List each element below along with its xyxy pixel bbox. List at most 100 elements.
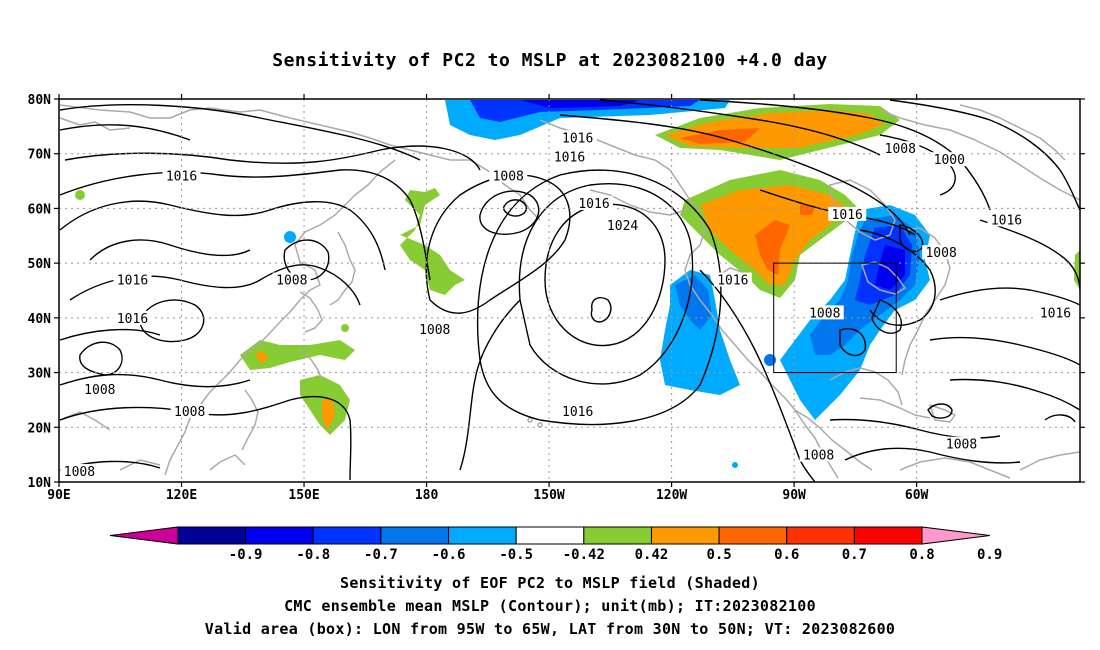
colorbar-swatch: [853, 526, 923, 545]
longitude-label: 90W: [782, 488, 806, 503]
colorbar-label: -0.9: [229, 547, 263, 563]
latitude-label: 80N: [28, 93, 52, 108]
contour-label-bg: [489, 168, 528, 183]
contour-label: 1008: [809, 306, 840, 321]
colorbar-swatch: [448, 526, 517, 545]
contour-label-bg: [80, 381, 119, 396]
contour-label: 1008: [803, 449, 834, 464]
map-title: Sensitivity of PC2 to MSLP at 2023082100…: [272, 50, 828, 71]
contour-label-bg: [558, 130, 597, 145]
contour-label-bg: [881, 141, 920, 156]
latitude-label: 10N: [28, 476, 52, 491]
contour-label: 1016: [117, 274, 148, 289]
valid-area-box: [773, 262, 897, 374]
colorbar-label: 0.6: [774, 547, 799, 563]
colorbar-swatch: [515, 526, 585, 545]
contour-label: 1008: [64, 465, 95, 480]
contour-label: 1016: [717, 274, 748, 289]
longitude-label: 150W: [533, 488, 564, 503]
longitude-label: 120W: [656, 488, 687, 503]
contour-label-bg: [113, 272, 152, 287]
contour-label: 1000: [934, 153, 965, 168]
contour-label-bg: [828, 206, 867, 221]
contour-label: 1016: [562, 131, 593, 146]
contour-label: 1016: [991, 213, 1022, 228]
colorbar-high-triangle: [921, 526, 991, 545]
mslp-contours: [59, 99, 1080, 482]
colorbar-swatch: [177, 526, 247, 545]
contour-label-bg: [575, 195, 614, 210]
contour-label: 1016: [554, 150, 585, 165]
contour-label: 1008: [276, 274, 307, 289]
caption-contour: CMC ensemble mean MSLP (Contour); unit(m…: [284, 597, 816, 615]
colorbar-swatch: [650, 526, 720, 545]
contour-label: 1008: [493, 170, 524, 185]
latitude-label: 30N: [28, 367, 52, 382]
contour-label-bg: [272, 272, 311, 287]
contour-label: 1008: [174, 405, 205, 420]
latitude-label: 60N: [28, 202, 52, 217]
shade-negative-arctic-core: [470, 100, 700, 122]
shaded-regions: [75, 100, 1080, 468]
contour-label: 1016: [832, 208, 863, 223]
colorbar-swatch: [380, 526, 450, 545]
contour-label: 1016: [117, 312, 148, 327]
longitude-label: 180: [415, 488, 439, 503]
colorbar-low-triangle: [109, 526, 179, 545]
contour-label-bg: [603, 217, 642, 232]
contour-label-bg: [1036, 305, 1075, 320]
colorbar-swatch: [786, 526, 855, 545]
contour-label: 1008: [885, 142, 916, 157]
contour-label-bg: [922, 245, 961, 260]
caption-valid-area: Valid area (box): LON from 95W to 65W, L…: [204, 620, 896, 638]
colorbar-label: 0.7: [842, 547, 867, 563]
contour-label: 1024: [607, 219, 638, 234]
contour-label: 1016: [578, 197, 609, 212]
colorbar-label: -0.6: [432, 547, 466, 563]
contour-label-bg: [930, 152, 969, 167]
latitude-label: 20N: [28, 421, 52, 436]
caption-shaded: Sensitivity of EOF PC2 to MSLP field (Sh…: [340, 574, 760, 592]
contour-label-bg: [987, 212, 1026, 227]
colorbar-label: -0.5: [499, 547, 533, 563]
latitude-label: 40N: [28, 312, 52, 327]
colorbar-label: 0.8: [909, 547, 934, 563]
contour-label-bg: [799, 447, 838, 462]
longitude-label: 90E: [47, 488, 70, 503]
contour-label: 1016: [1040, 306, 1071, 321]
longitude-label: 120E: [166, 488, 197, 503]
contour-label-bg: [550, 149, 589, 164]
colorbar-label: -0.42: [563, 547, 605, 563]
contour-label-bg: [415, 321, 454, 336]
contour-label-bg: [113, 310, 152, 325]
contour-labels: 1016 1016 1008 1000 1016 1008 1016 1016 1016 1024…: [60, 130, 1075, 480]
colorbar-label: -0.8: [296, 547, 330, 563]
latitude-label: 50N: [28, 257, 52, 272]
contour-label-bg: [170, 403, 209, 418]
contour-label: 1008: [925, 246, 956, 261]
contour-label: 1008: [419, 323, 450, 338]
contour-label-bg: [558, 403, 597, 418]
contour-label-bg: [713, 272, 752, 287]
contour-label: 1008: [946, 438, 977, 453]
colorbar: -0.9 -0.8 -0.7 -0.6 -0.5 -0.42 0.42 0.5 0.6 0.7 0.…: [109, 526, 1002, 563]
contour-label-bg: [162, 168, 201, 183]
contour-label: 1008: [84, 383, 115, 398]
contour-label: 1016: [562, 405, 593, 420]
colorbar-swatch: [583, 526, 652, 545]
shade-positive-central-pacific: [400, 188, 465, 295]
contour-label: 1016: [166, 170, 197, 185]
colorbar-label: 0.5: [706, 547, 731, 563]
colorbar-swatch: [312, 526, 382, 545]
plot-frame: [58, 98, 1081, 483]
longitude-label: 60W: [905, 488, 929, 503]
colorbar-label: 0.9: [977, 547, 1002, 563]
colorbar-swatch: [718, 526, 788, 545]
contour-label-bg: [942, 436, 981, 451]
latitude-label: 70N: [28, 148, 52, 163]
longitude-label: 150E: [288, 488, 319, 503]
contour-label-bg: [60, 464, 99, 479]
colorbar-label: 0.42: [635, 547, 669, 563]
